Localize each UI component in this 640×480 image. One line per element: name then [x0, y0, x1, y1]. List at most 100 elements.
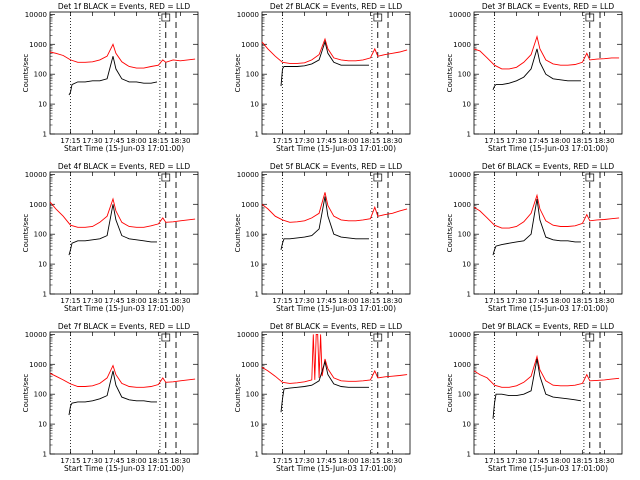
x-tick-label: 18:00 — [338, 137, 358, 145]
x-tick-label: 17:45 — [316, 137, 336, 145]
x-tick-label: 18:30 — [170, 457, 190, 465]
x-axis-label: Start Time (15-Jun-03 17:01:00) — [488, 464, 608, 473]
y-tick-label: 10 — [250, 261, 259, 269]
chart-panel-9: Det 9f BLACK = Events, RED = LLD 1 10 100 10… — [446, 322, 623, 473]
x-tick-label: 17:15 — [484, 457, 504, 465]
plot-frame — [49, 171, 199, 295]
y-tick-label: 100 — [34, 231, 47, 239]
chart-title: Det 7f BLACK = Events, RED = LLD — [58, 322, 191, 331]
y-tick-label: 10000 — [25, 171, 47, 179]
y-tick-label: 1 — [255, 291, 259, 299]
marker-box — [373, 173, 383, 182]
events-series-line — [280, 360, 369, 413]
lld-series-line — [261, 37, 408, 64]
y-axis-label: Counts/sec — [234, 214, 242, 253]
y-tick-label: 10000 — [25, 11, 47, 19]
x-tick-label: 17:30 — [294, 457, 314, 465]
y-tick-label: 10000 — [25, 331, 47, 339]
y-tick-label: 10 — [462, 101, 471, 109]
y-tick-label: 1 — [255, 131, 259, 139]
y-tick-label: 10 — [38, 101, 47, 109]
x-tick-label: 18:30 — [594, 297, 614, 305]
x-tick-label: 17:30 — [82, 457, 102, 465]
x-tick-label: 18:15 — [360, 137, 380, 145]
x-tick-label: 18:00 — [550, 137, 570, 145]
events-series-line — [68, 370, 157, 416]
x-tick-label: 17:30 — [294, 137, 314, 145]
events-series-line — [492, 48, 581, 90]
x-tick-label: 18:00 — [126, 457, 146, 465]
chart-panel-1: Det 1f BLACK = Events, RED = LLD 1 10 100 10… — [22, 2, 199, 153]
y-tick-label: 10000 — [237, 171, 259, 179]
chart-title: Det 8f BLACK = Events, RED = LLD — [270, 322, 403, 331]
x-tick-label: 18:15 — [360, 297, 380, 305]
chart-title: Det 5f BLACK = Events, RED = LLD — [270, 162, 403, 171]
y-tick-label: 10000 — [449, 11, 471, 19]
x-tick-label: 17:45 — [104, 457, 124, 465]
chart-title: Det 9f BLACK = Events, RED = LLD — [482, 322, 615, 331]
lld-series-line — [473, 34, 620, 70]
x-tick-label: 18:15 — [148, 137, 168, 145]
marker-box — [585, 13, 595, 22]
x-tick-label: 18:15 — [148, 297, 168, 305]
plot-frame — [49, 331, 199, 455]
x-tick-label: 17:15 — [272, 137, 292, 145]
x-tick-label: 17:15 — [272, 457, 292, 465]
x-tick-label: 18:15 — [572, 137, 592, 145]
y-tick-label: 10 — [250, 421, 259, 429]
y-tick-label: 100 — [458, 71, 471, 79]
x-axis-label: Start Time (15-Jun-03 17:01:00) — [64, 304, 184, 313]
x-tick-label: 18:00 — [126, 137, 146, 145]
x-tick-label: 18:15 — [572, 297, 592, 305]
x-axis-label: Start Time (15-Jun-03 17:01:00) — [488, 144, 608, 153]
chart-title: Det 1f BLACK = Events, RED = LLD — [58, 2, 191, 11]
marker-box — [585, 333, 595, 342]
y-tick-label: 1 — [43, 131, 47, 139]
x-tick-label: 17:15 — [484, 297, 504, 305]
x-tick-label: 17:30 — [294, 297, 314, 305]
y-tick-label: 10000 — [237, 331, 259, 339]
x-axis-label: Start Time (15-Jun-03 17:01:00) — [64, 144, 184, 153]
x-tick-label: 18:00 — [550, 297, 570, 305]
x-tick-label: 18:15 — [148, 457, 168, 465]
marker-box — [373, 333, 383, 342]
events-series-line — [280, 196, 369, 250]
y-tick-label: 10 — [462, 421, 471, 429]
y-tick-label: 1 — [43, 451, 47, 459]
plot-frame — [49, 11, 199, 135]
y-axis-label: Counts/sec — [446, 214, 454, 253]
chart-panel-2: Det 2f BLACK = Events, RED = LLD 1 10 100 10… — [234, 2, 411, 153]
y-axis-label: Counts/sec — [446, 374, 454, 413]
x-tick-label: 17:15 — [60, 457, 80, 465]
x-tick-label: 17:15 — [60, 137, 80, 145]
x-tick-label: 18:15 — [360, 457, 380, 465]
x-tick-label: 18:30 — [170, 297, 190, 305]
x-tick-label: 18:30 — [594, 457, 614, 465]
y-tick-label: 10 — [462, 261, 471, 269]
x-tick-label: 17:15 — [60, 297, 80, 305]
y-tick-label: 10000 — [449, 171, 471, 179]
y-axis-label: Counts/sec — [22, 54, 30, 93]
x-axis-label: Start Time (15-Jun-03 17:01:00) — [64, 464, 184, 473]
x-tick-label: 18:00 — [338, 297, 358, 305]
x-axis-label: Start Time (15-Jun-03 17:01:00) — [488, 304, 608, 313]
y-tick-label: 1 — [255, 451, 259, 459]
chart-panel-5: Det 5f BLACK = Events, RED = LLD 1 10 100 10… — [234, 162, 411, 313]
x-tick-label: 17:30 — [82, 137, 102, 145]
x-axis-label: Start Time (15-Jun-03 17:01:00) — [276, 144, 396, 153]
y-tick-label: 10 — [250, 101, 259, 109]
chart-panel-3: Det 3f BLACK = Events, RED = LLD 1 10 100 10… — [446, 2, 623, 153]
y-tick-label: 10 — [38, 261, 47, 269]
marker-box — [161, 13, 171, 22]
lld-series-line — [49, 364, 196, 388]
x-tick-label: 18:15 — [572, 457, 592, 465]
x-tick-label: 17:45 — [528, 457, 548, 465]
y-tick-label: 1000 — [241, 201, 259, 209]
lld-series-line — [49, 43, 196, 69]
y-tick-label: 100 — [458, 391, 471, 399]
y-tick-label: 1000 — [241, 361, 259, 369]
x-tick-label: 17:45 — [316, 457, 336, 465]
y-tick-label: 10000 — [237, 11, 259, 19]
chart-panel-4: Det 4f BLACK = Events, RED = LLD 1 10 100 10… — [22, 162, 199, 313]
events-series-line — [280, 40, 369, 87]
